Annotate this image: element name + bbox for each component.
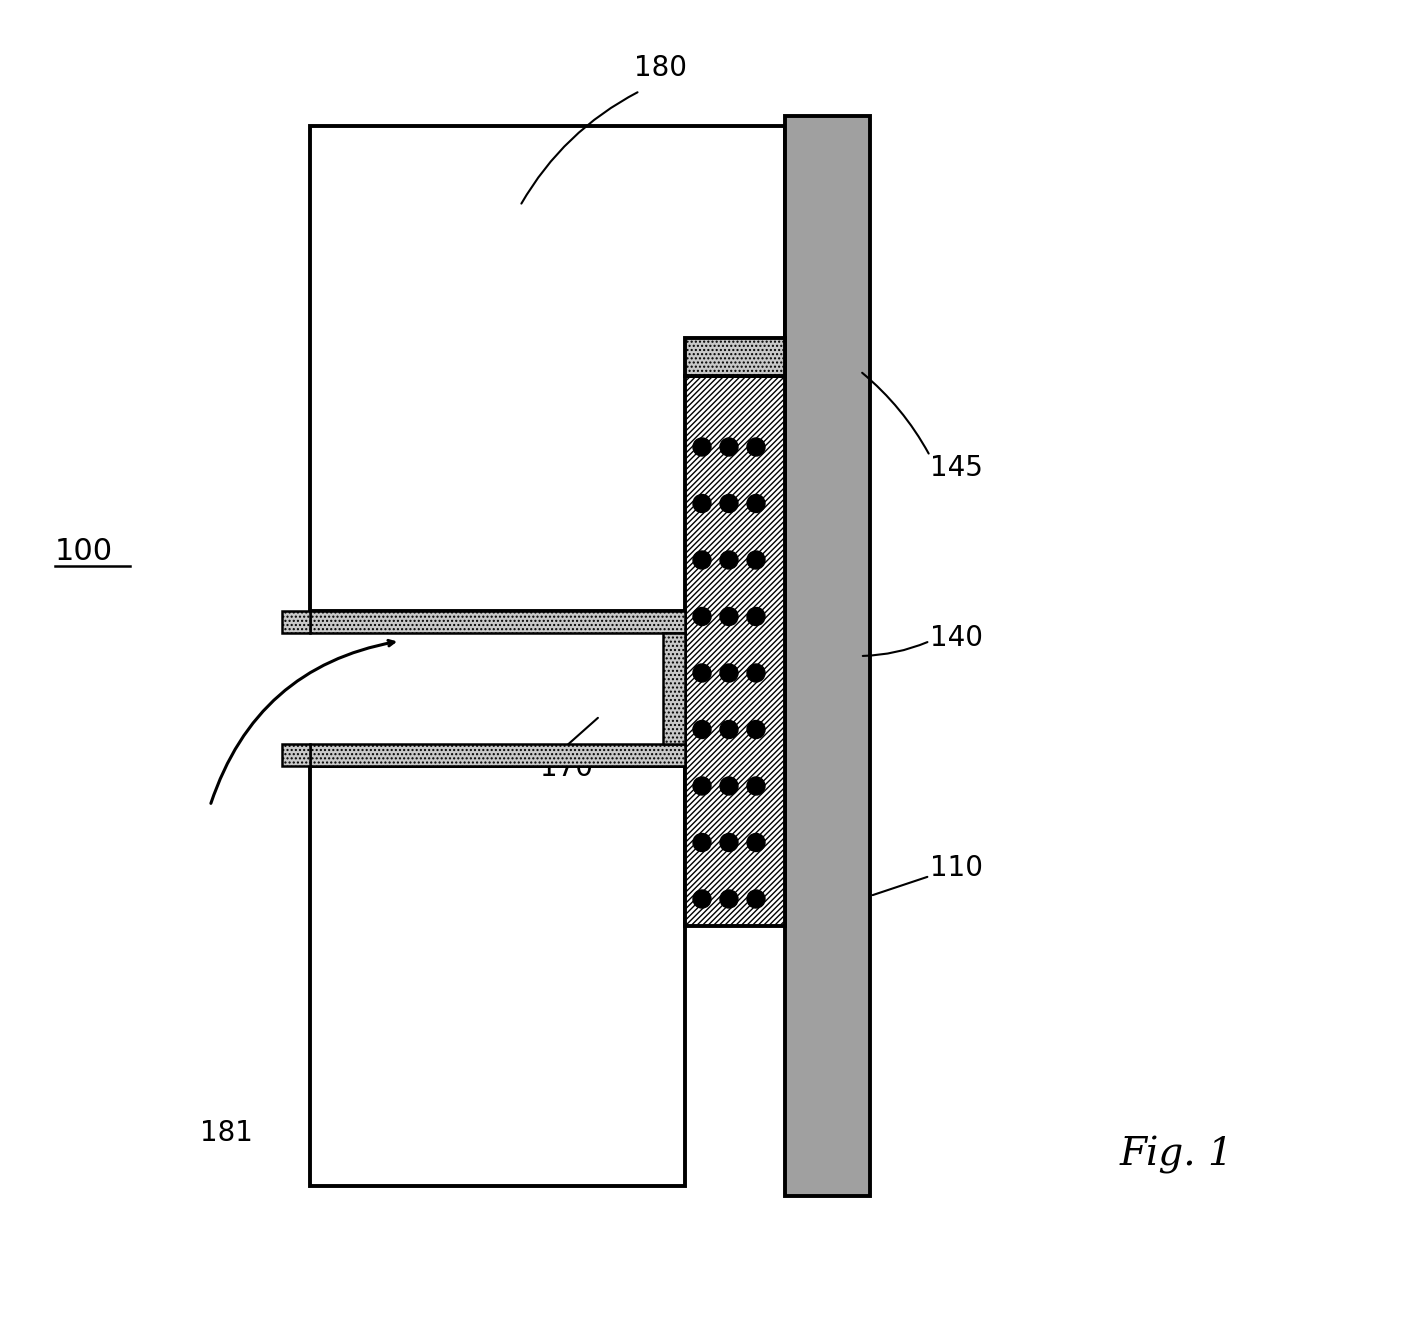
Circle shape bbox=[747, 720, 765, 739]
Circle shape bbox=[693, 890, 710, 908]
Circle shape bbox=[747, 552, 765, 569]
Circle shape bbox=[747, 890, 765, 908]
Circle shape bbox=[720, 834, 738, 851]
Circle shape bbox=[693, 552, 710, 569]
Text: 170: 170 bbox=[539, 754, 593, 782]
Bar bbox=[685, 338, 785, 377]
Text: 181: 181 bbox=[200, 1119, 252, 1147]
Text: 140: 140 bbox=[930, 625, 984, 652]
Circle shape bbox=[747, 438, 765, 456]
Bar bbox=[685, 377, 785, 926]
Circle shape bbox=[693, 834, 710, 851]
Circle shape bbox=[720, 777, 738, 796]
Text: 145: 145 bbox=[930, 453, 984, 481]
Circle shape bbox=[720, 607, 738, 626]
Bar bbox=[310, 744, 685, 766]
Text: 100: 100 bbox=[55, 537, 113, 566]
Circle shape bbox=[747, 834, 765, 851]
Circle shape bbox=[693, 438, 710, 456]
Circle shape bbox=[747, 664, 765, 682]
Circle shape bbox=[720, 890, 738, 908]
Bar bbox=[282, 744, 310, 766]
Text: 180: 180 bbox=[633, 54, 686, 82]
Bar bbox=[785, 115, 870, 1196]
Circle shape bbox=[747, 607, 765, 626]
Text: Fig. 1: Fig. 1 bbox=[1119, 1136, 1234, 1175]
Circle shape bbox=[693, 777, 710, 796]
Bar bbox=[663, 633, 685, 744]
Text: 110: 110 bbox=[930, 854, 984, 882]
Circle shape bbox=[720, 495, 738, 513]
Circle shape bbox=[693, 720, 710, 739]
Bar bbox=[310, 126, 785, 611]
Bar bbox=[310, 611, 685, 633]
Circle shape bbox=[693, 495, 710, 513]
Circle shape bbox=[720, 552, 738, 569]
Circle shape bbox=[693, 607, 710, 626]
Circle shape bbox=[693, 664, 710, 682]
Circle shape bbox=[720, 720, 738, 739]
Circle shape bbox=[747, 777, 765, 796]
Bar bbox=[310, 766, 685, 1185]
Circle shape bbox=[720, 438, 738, 456]
Bar bbox=[282, 611, 310, 633]
Circle shape bbox=[747, 495, 765, 513]
Circle shape bbox=[720, 664, 738, 682]
